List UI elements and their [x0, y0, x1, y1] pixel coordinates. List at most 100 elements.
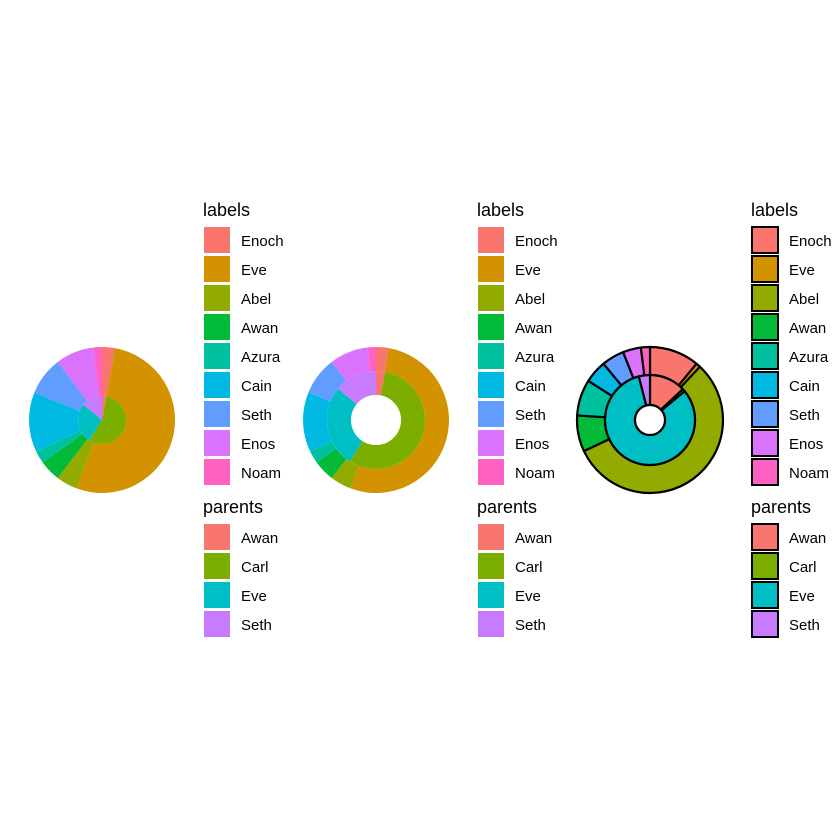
legend-key-labels-abel	[204, 285, 230, 311]
legend-label-labels-awan: Awan	[515, 320, 552, 337]
legend-key-labels-seth	[204, 401, 230, 427]
legend-label-parents-seth: Seth	[241, 617, 272, 634]
legend-label-labels-azura: Azura	[789, 349, 829, 366]
inner-slice-awan	[376, 371, 386, 396]
legend-key-parents-awan	[478, 524, 504, 550]
legend-label-labels-seth: Seth	[515, 407, 546, 424]
legend-label-parents-seth: Seth	[515, 617, 546, 634]
outer-slice-noam	[93, 347, 102, 397]
legend-label-parents-awan: Awan	[515, 530, 552, 547]
legend-key-parents-seth	[751, 610, 779, 638]
legend-key-labels-noam	[751, 458, 779, 486]
legend-key-parents-carl	[478, 553, 504, 579]
legend-key-labels-awan	[751, 313, 779, 341]
legend-label-labels-noam: Noam	[241, 465, 281, 482]
sunburst-panel-2: labels Enoch Eve Abel Awan Azura Cain Seth Enos N…	[303, 200, 558, 637]
legend-key-labels-cain	[751, 371, 779, 399]
legend-label-labels-awan: Awan	[789, 320, 826, 337]
legend-key-labels-cain	[478, 372, 504, 398]
legend-label-labels-eve: Eve	[789, 262, 815, 279]
legend-label-parents-awan: Awan	[241, 530, 278, 547]
legend-label-labels-cain: Cain	[241, 378, 272, 395]
inner-slice-carl	[89, 396, 127, 444]
outer-slice-enos	[57, 347, 100, 401]
legend-1: labels Enoch Eve Abel Awan Azura Cain Seth Enos N…	[203, 200, 284, 637]
legend-key-labels-enos	[478, 430, 504, 456]
outer-slice-enoch	[102, 347, 115, 397]
legend-label-parents-carl: Carl	[789, 559, 817, 576]
legend-key-labels-awan	[204, 314, 230, 340]
legend-label-labels-abel: Abel	[515, 291, 545, 308]
legend-key-labels-noam	[204, 459, 230, 485]
legend-key-parents-eve	[751, 581, 779, 609]
legend-label-labels-seth: Seth	[789, 407, 820, 424]
legend-key-labels-enos	[204, 430, 230, 456]
legend-label-parents-eve: Eve	[515, 588, 541, 605]
legend-label-labels-abel: Abel	[241, 291, 271, 308]
legend-label-labels-azura: Azura	[241, 349, 281, 366]
legend-key-labels-enoch	[204, 227, 230, 253]
sunburst-panel-1: labels Enoch Eve Abel Awan Azura Cain Seth Enos N…	[28, 200, 284, 637]
legend-key-labels-abel	[478, 285, 504, 311]
legend-label-labels-azura: Azura	[515, 349, 555, 366]
legend-key-parents-carl	[751, 552, 779, 580]
legend-key-parents-awan	[204, 524, 230, 550]
legend-key-parents-carl	[204, 553, 230, 579]
outer-slice-seth	[34, 361, 88, 411]
legend-key-labels-seth	[751, 400, 779, 428]
donut-hole	[633, 403, 667, 437]
legend-label-parents-carl: Carl	[515, 559, 543, 576]
legend-key-labels-noam	[478, 459, 504, 485]
sunburst-panel-3: labels Enoch Eve Abel Awan Azura Cain Seth Enos N…	[575, 200, 832, 638]
legend-key-parents-awan	[751, 523, 779, 551]
legend-key-labels-eve	[751, 255, 779, 283]
inner-slice-carl	[349, 371, 425, 469]
legend-label-labels-eve: Eve	[241, 262, 267, 279]
legend-key-labels-enoch	[751, 226, 779, 254]
legend-key-labels-eve	[204, 256, 230, 282]
legend-key-parents-seth	[478, 611, 504, 637]
legend-title-parents: parents	[751, 497, 811, 517]
legend-label-parents-awan: Awan	[789, 530, 826, 547]
legend-key-labels-azura	[478, 343, 504, 369]
outer-slice-azura	[36, 430, 83, 463]
outer-slice-awan	[316, 448, 347, 479]
legend-key-labels-enos	[751, 429, 779, 457]
legend-label-labels-enoch: Enoch	[515, 233, 558, 250]
legend-key-labels-seth	[478, 401, 504, 427]
legend-label-labels-awan: Awan	[241, 320, 278, 337]
legend-label-labels-enoch: Enoch	[241, 233, 284, 250]
inner-slice-awan	[102, 396, 107, 420]
outer-slice-abel	[57, 439, 94, 489]
outer-slice-azura	[310, 441, 337, 463]
legend-label-labels-seth: Seth	[241, 407, 272, 424]
outer-slice-enos	[331, 347, 371, 382]
outer-slice-awan	[42, 433, 88, 479]
legend-label-labels-noam: Noam	[789, 465, 829, 482]
legend-label-labels-enos: Enos	[515, 436, 549, 453]
legend-label-labels-enos: Enos	[789, 436, 823, 453]
legend-title-labels: labels	[203, 200, 250, 220]
legend-label-labels-eve: Eve	[515, 262, 541, 279]
legend-key-labels-cain	[204, 372, 230, 398]
inner-slice-eve	[78, 404, 102, 441]
legend-label-parents-eve: Eve	[789, 588, 815, 605]
legend-key-labels-eve	[478, 256, 504, 282]
legend-title-labels: labels	[751, 200, 798, 220]
outer-slice-noam	[367, 347, 376, 372]
legend-key-labels-abel	[751, 284, 779, 312]
legend-title-labels: labels	[477, 200, 524, 220]
legend-label-labels-enoch: Enoch	[789, 233, 832, 250]
legend-label-labels-cain: Cain	[789, 378, 820, 395]
legend-label-labels-noam: Noam	[515, 465, 555, 482]
outer-slice-eve	[76, 348, 175, 493]
inner-slice-eve	[326, 388, 363, 462]
legend-label-parents-seth: Seth	[789, 617, 820, 634]
legend-title-parents: parents	[203, 497, 263, 517]
outer-slice-enoch	[376, 347, 389, 372]
outer-slice-seth	[308, 361, 347, 402]
legend-key-labels-awan	[478, 314, 504, 340]
legend-title-parents: parents	[477, 497, 537, 517]
outer-slice-eve	[350, 348, 449, 493]
